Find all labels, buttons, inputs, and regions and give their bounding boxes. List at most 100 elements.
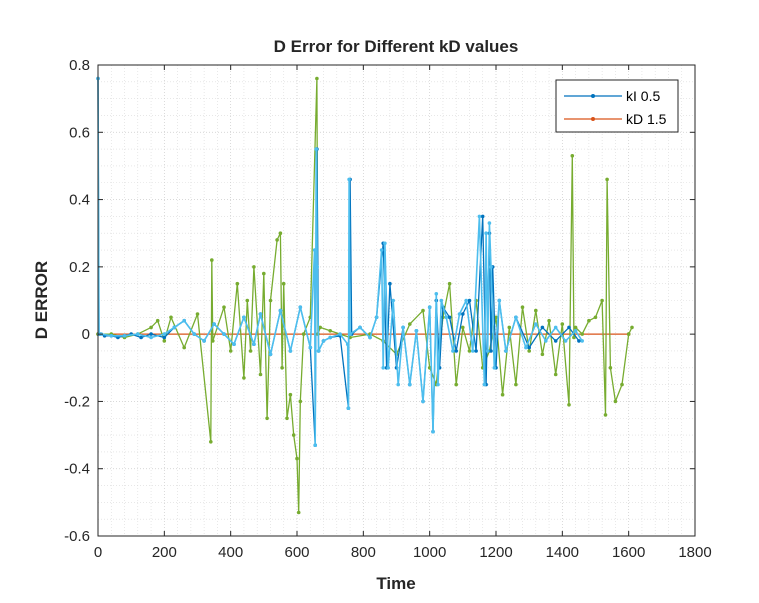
- data-point: [278, 231, 283, 235]
- data-point: [162, 339, 167, 343]
- data-point: [242, 376, 246, 380]
- data-point: [600, 298, 604, 303]
- x-tick-label: 1800: [678, 544, 711, 561]
- series-3: [96, 76, 584, 448]
- data-point: [492, 366, 497, 370]
- data-point: [248, 349, 253, 353]
- y-tick-label: 0: [82, 326, 90, 343]
- data-point: [514, 382, 518, 387]
- data-point: [567, 403, 571, 407]
- y-tick-label: 0.6: [69, 124, 90, 141]
- data-point: [573, 325, 578, 330]
- data-point: [328, 335, 333, 340]
- data-point: [149, 335, 153, 340]
- y-tick-label: 0.4: [69, 192, 90, 209]
- data-point: [288, 392, 293, 397]
- data-point: [252, 342, 256, 347]
- data-point: [527, 345, 531, 350]
- data-point: [497, 298, 502, 303]
- data-point: [580, 339, 584, 343]
- chart-title: D Error for Different kD values: [274, 37, 519, 56]
- data-point: [467, 349, 472, 353]
- data-point: [278, 308, 283, 313]
- data-point: [212, 322, 216, 326]
- data-point: [288, 349, 293, 353]
- data-point: [534, 322, 538, 326]
- data-point: [454, 382, 459, 387]
- data-point: [577, 339, 581, 343]
- legend-label-kI: kI 0.5: [626, 88, 660, 104]
- data-point: [235, 281, 240, 286]
- data-point: [139, 335, 143, 340]
- data-point: [245, 298, 250, 303]
- data-point: [116, 335, 120, 340]
- x-tick-label: 1200: [479, 544, 512, 561]
- data-point: [268, 298, 273, 303]
- x-tick-label: 600: [284, 544, 309, 561]
- data-point: [471, 349, 475, 353]
- data-point: [457, 312, 462, 316]
- data-point: [275, 238, 279, 242]
- data-point: [474, 349, 478, 353]
- data-point: [626, 332, 631, 336]
- data-point: [553, 339, 558, 343]
- y-tick-label: 0.8: [69, 57, 90, 74]
- data-point: [232, 342, 236, 347]
- data-point: [296, 510, 301, 515]
- data-point: [573, 329, 578, 333]
- data-point: [553, 372, 558, 377]
- data-point: [195, 312, 200, 316]
- data-point: [408, 382, 412, 387]
- data-point: [312, 248, 317, 252]
- data-point: [381, 366, 386, 370]
- data-point: [489, 265, 493, 269]
- data-point: [447, 315, 452, 320]
- data-point: [454, 349, 459, 353]
- data-point: [587, 318, 591, 323]
- data-point: [396, 382, 401, 387]
- data-point: [222, 305, 226, 310]
- data-point: [298, 305, 303, 310]
- data-point: [613, 399, 618, 404]
- data-point: [540, 352, 545, 357]
- data-point: [560, 322, 565, 326]
- data-point: [494, 315, 498, 320]
- data-point: [401, 325, 405, 330]
- data-point: [182, 345, 186, 350]
- data-point: [258, 372, 263, 377]
- legend-box: [555, 79, 679, 133]
- data-point: [265, 416, 269, 421]
- x-tick-label: 1000: [413, 544, 446, 561]
- data-point: [285, 416, 289, 421]
- legend: kI 0.5 kD 1.5: [555, 79, 679, 133]
- data-point: [461, 312, 465, 316]
- data-point: [345, 342, 350, 347]
- data-point: [408, 322, 412, 326]
- data-point: [572, 335, 576, 340]
- data-point: [477, 214, 482, 219]
- data-point: [461, 325, 465, 330]
- data-point: [315, 76, 319, 81]
- data-point: [358, 325, 362, 330]
- data-point: [414, 329, 419, 333]
- y-tick-label: 0.2: [69, 259, 90, 276]
- data-point: [328, 329, 333, 333]
- data-point: [514, 315, 518, 320]
- legend-label-kD: kD 1.5: [626, 111, 667, 127]
- data-point: [563, 339, 568, 343]
- data-point: [258, 312, 263, 316]
- data-point: [540, 325, 545, 330]
- data-point: [527, 349, 531, 353]
- x-axis-label: Time: [376, 574, 415, 593]
- data-point: [605, 177, 609, 182]
- data-point: [162, 332, 167, 336]
- y-axis-label: D ERROR: [32, 261, 51, 339]
- data-point: [109, 334, 114, 338]
- data-point: [580, 332, 584, 336]
- x-tick-label: 400: [218, 544, 243, 561]
- x-tick-label: 0: [94, 544, 102, 561]
- data-point: [301, 332, 306, 336]
- data-point: [427, 305, 432, 310]
- data-point: [155, 318, 160, 323]
